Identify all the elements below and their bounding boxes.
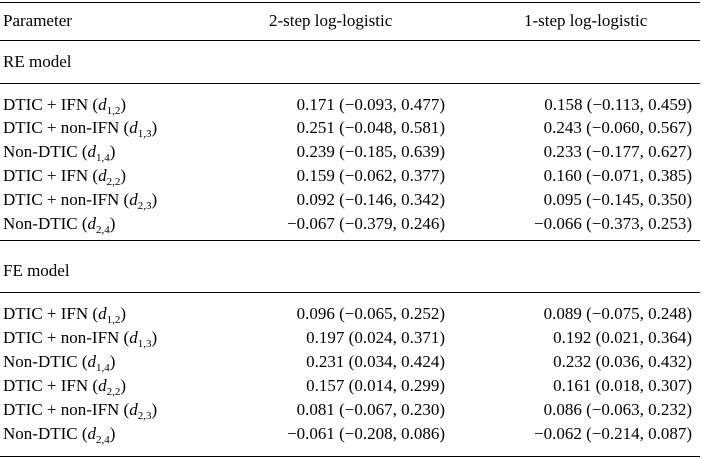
row-two-step-value: −0.061 (−0.208, 0.086) [287, 424, 445, 443]
section-rule-re [0, 83, 700, 84]
row-one-step-value: 0.160 (−0.071, 0.385) [543, 166, 692, 185]
row-parameter: Non-DTIC (d1,4) [3, 352, 116, 374]
row-one-step-value: 0.089 (−0.075, 0.248) [543, 304, 692, 323]
row-parameter: Non-DTIC (d2,4) [3, 214, 116, 236]
table-row: DTIC + non-IFN (d1,3) 0.251 (−0.048, 0.5… [0, 118, 700, 141]
table-row: DTIC + IFN (d1,2) 0.096 (−0.065, 0.252) … [0, 304, 700, 327]
row-two-step-value: 0.197 (0.024, 0.371) [306, 328, 445, 347]
row-one-step-value: −0.066 (−0.373, 0.253) [534, 214, 692, 233]
bottom-rule [0, 456, 700, 457]
header-parameter: Parameter [3, 11, 72, 30]
row-parameter: DTIC + non-IFN (d1,3) [3, 118, 158, 140]
section-rule-fe [0, 292, 700, 293]
row-two-step-value: 0.231 (0.034, 0.424) [306, 352, 445, 371]
row-one-step-value: 0.158 (−0.113, 0.459) [544, 95, 692, 114]
table-row: Non-DTIC (d2,4) −0.061 (−0.208, 0.086) −… [0, 424, 700, 447]
row-parameter: DTIC + IFN (d1,2) [3, 304, 126, 326]
table-row: DTIC + IFN (d2,2) 0.157 (0.014, 0.299) 0… [0, 376, 700, 399]
table-row: DTIC + non-IFN (d2,3) 0.081 (−0.067, 0.2… [0, 400, 700, 423]
row-two-step-value: 0.092 (−0.146, 0.342) [296, 190, 445, 209]
row-one-step-value: 0.243 (−0.060, 0.567) [543, 118, 692, 137]
row-two-step-value: 0.096 (−0.065, 0.252) [296, 304, 445, 323]
table-row: Non-DTIC (d2,4) −0.067 (−0.379, 0.246) −… [0, 214, 700, 237]
top-rule [0, 2, 700, 3]
section-divider-rule [0, 240, 700, 241]
row-one-step-value: 0.192 (0.021, 0.364) [553, 328, 692, 347]
row-two-step-value: 0.251 (−0.048, 0.581) [296, 118, 445, 137]
table-row: DTIC + non-IFN (d1,3) 0.197 (0.024, 0.37… [0, 328, 700, 351]
row-two-step-value: 0.239 (−0.185, 0.639) [296, 142, 445, 161]
header-two-step: 2-step log-logistic [269, 11, 393, 30]
row-parameter: DTIC + non-IFN (d1,3) [3, 328, 158, 350]
table-row: Non-DTIC (d1,4) 0.231 (0.034, 0.424) 0.2… [0, 352, 700, 375]
row-parameter: DTIC + IFN (d2,2) [3, 376, 126, 398]
header-rule [0, 40, 700, 41]
row-one-step-value: −0.062 (−0.214, 0.087) [534, 424, 692, 443]
row-two-step-value: 0.159 (−0.062, 0.377) [296, 166, 445, 185]
row-two-step-value: −0.067 (−0.379, 0.246) [287, 214, 445, 233]
row-parameter: DTIC + non-IFN (d2,3) [3, 190, 158, 212]
table-row: DTIC + IFN (d1,2) 0.171 (−0.093, 0.477) … [0, 95, 700, 118]
row-parameter: DTIC + non-IFN (d2,3) [3, 400, 158, 422]
row-two-step-value: 0.081 (−0.067, 0.230) [296, 400, 445, 419]
table-row: DTIC + non-IFN (d2,3) 0.092 (−0.146, 0.3… [0, 190, 700, 213]
table-row: DTIC + IFN (d2,2) 0.159 (−0.062, 0.377) … [0, 166, 700, 189]
row-parameter: Non-DTIC (d2,4) [3, 424, 116, 446]
row-parameter: Non-DTIC (d1,4) [3, 142, 116, 164]
row-one-step-value: 0.233 (−0.177, 0.627) [543, 142, 692, 161]
row-one-step-value: 0.232 (0.036, 0.432) [553, 352, 692, 371]
row-parameter: DTIC + IFN (d1,2) [3, 95, 126, 117]
table-row: Non-DTIC (d1,4) 0.239 (−0.185, 0.639) 0.… [0, 142, 700, 165]
row-one-step-value: 0.161 (0.018, 0.307) [553, 376, 692, 395]
section-label-fe: FE model [3, 261, 70, 280]
row-one-step-value: 0.086 (−0.063, 0.232) [543, 400, 692, 419]
header-one-step: 1-step log-logistic [524, 11, 648, 30]
row-two-step-value: 0.157 (0.014, 0.299) [306, 376, 445, 395]
section-label-re: RE model [3, 52, 72, 71]
row-parameter: DTIC + IFN (d2,2) [3, 166, 126, 188]
row-two-step-value: 0.171 (−0.093, 0.477) [296, 95, 445, 114]
row-one-step-value: 0.095 (−0.145, 0.350) [543, 190, 692, 209]
